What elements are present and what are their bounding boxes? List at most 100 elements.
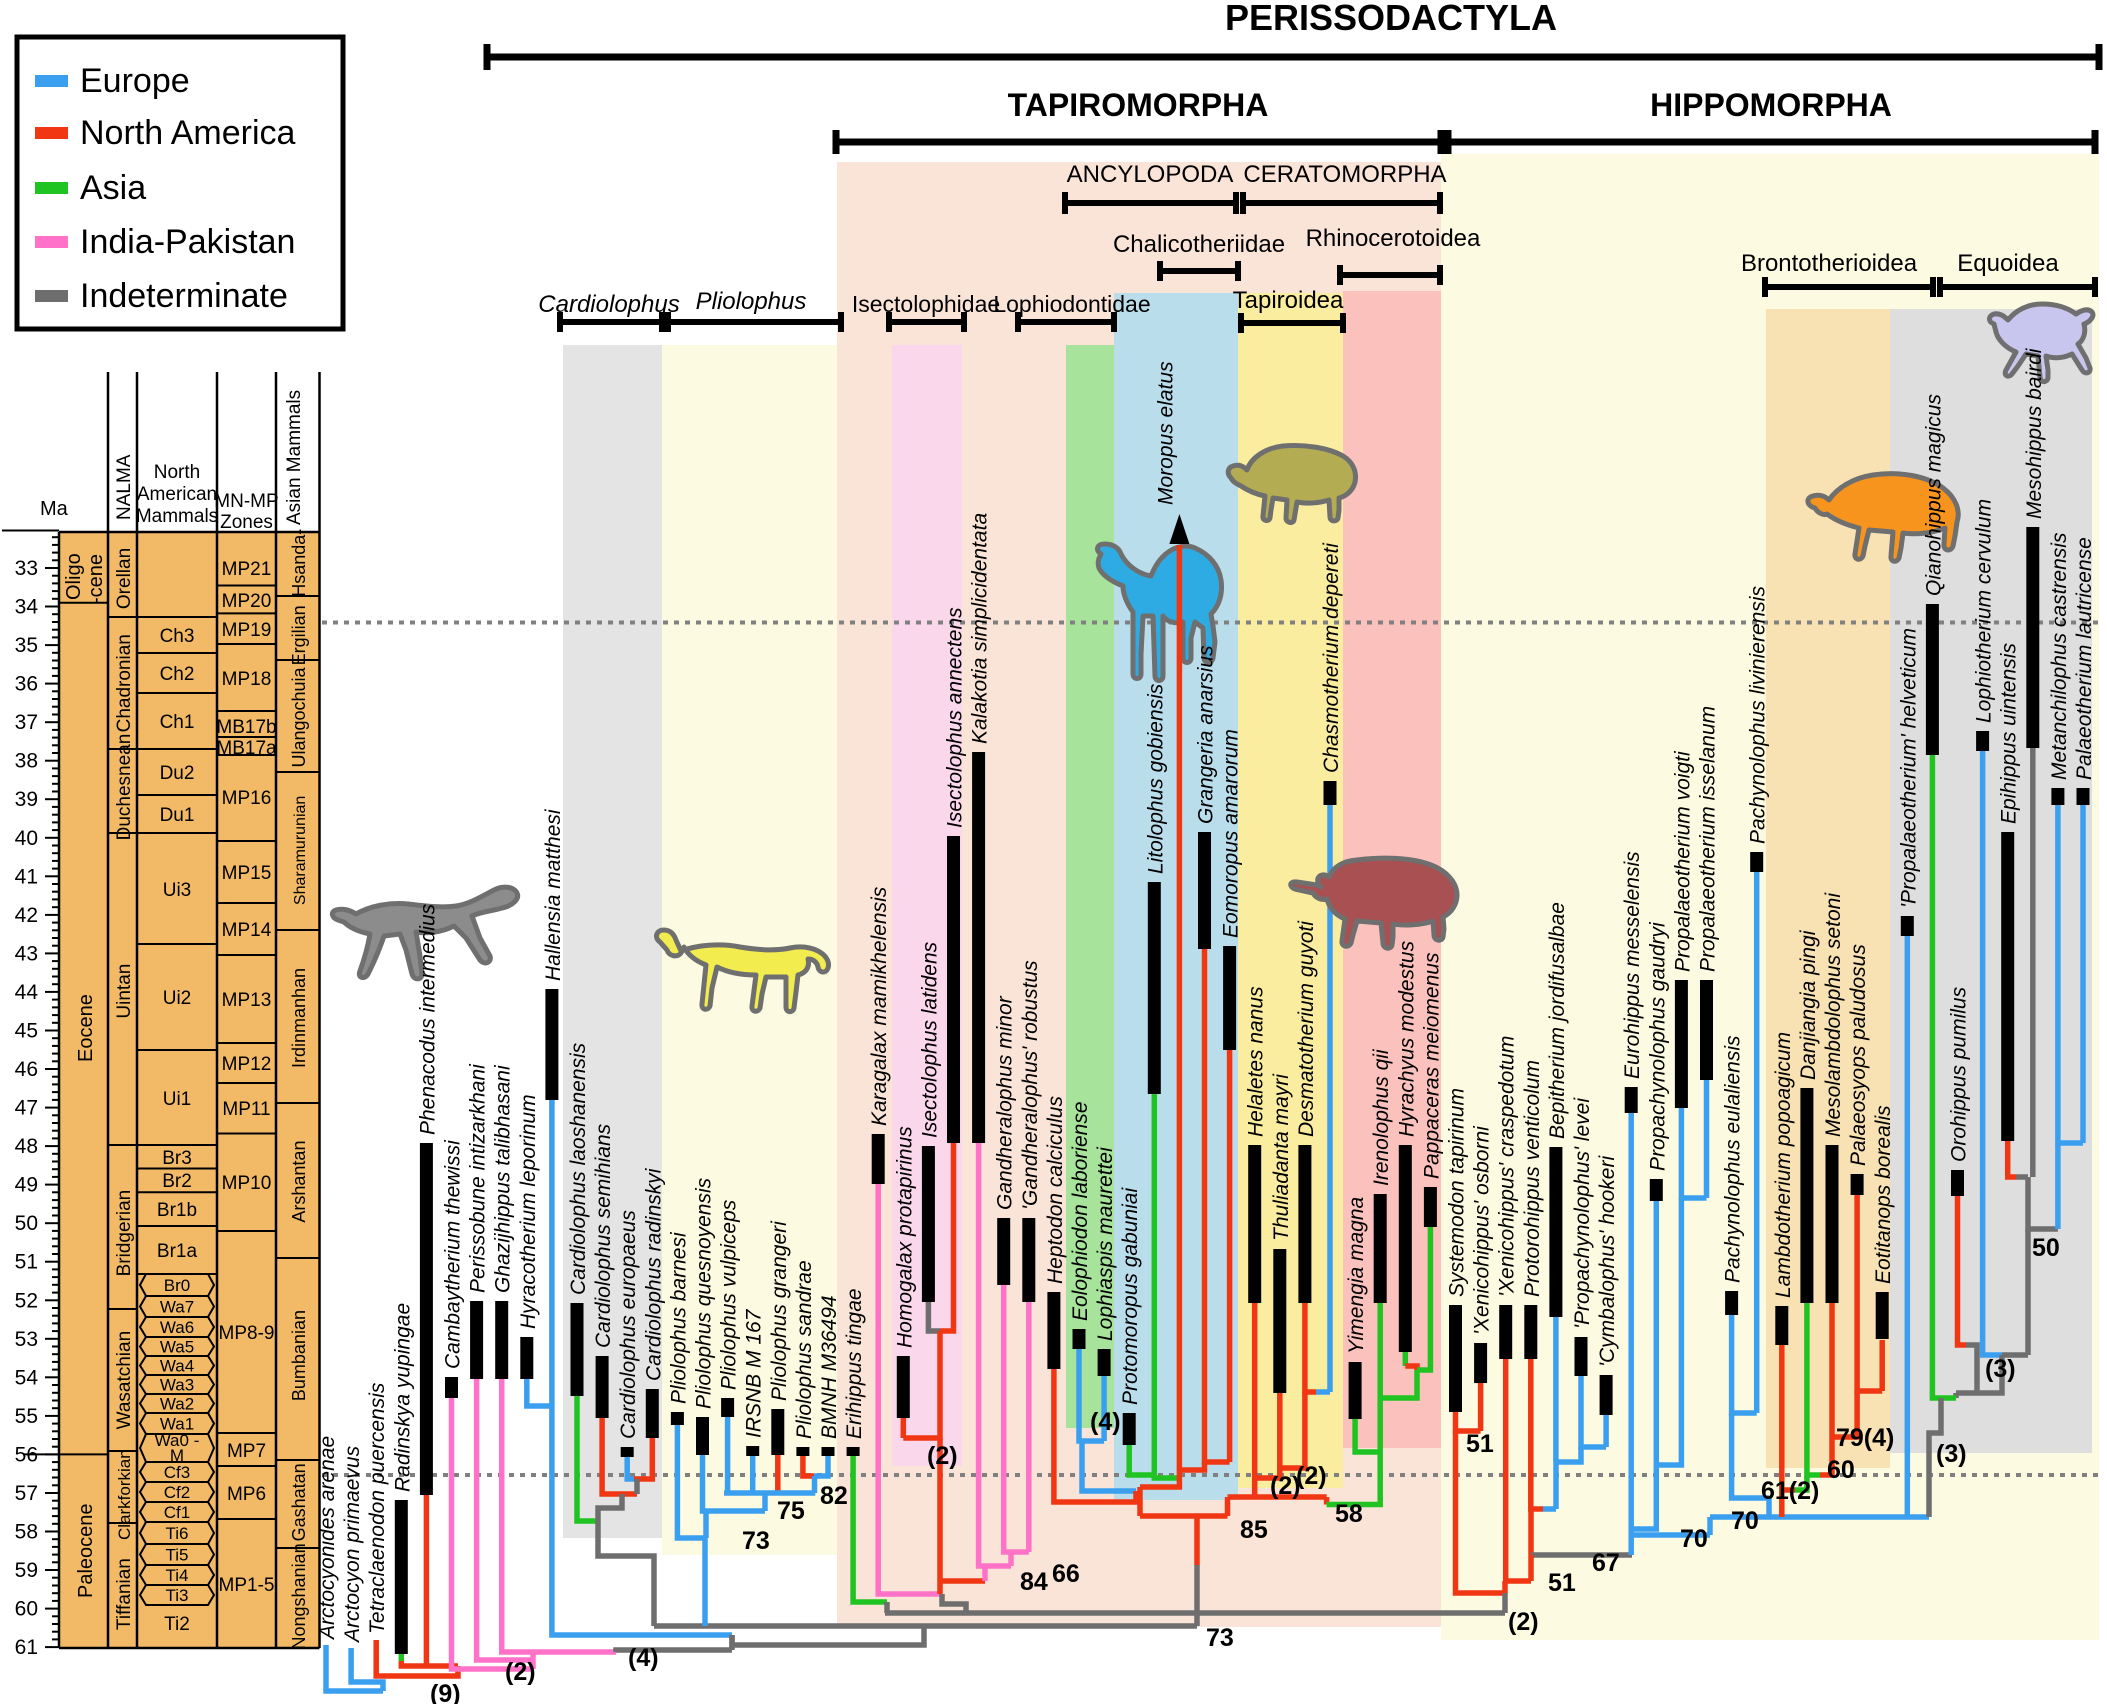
svg-text:Grangeria anarsius: Grangeria anarsius (1195, 645, 1218, 824)
svg-text:66: 66 (1052, 1560, 1080, 1588)
svg-text:60: 60 (1827, 1456, 1855, 1484)
svg-text:37: 37 (15, 711, 38, 734)
svg-text:40: 40 (15, 827, 38, 850)
svg-text:Isectolophus annectens: Isectolophus annectens (944, 607, 967, 828)
svg-text:'Cymbalophus' hookeri: 'Cymbalophus' hookeri (1596, 1155, 1619, 1367)
svg-text:MP15: MP15 (222, 863, 272, 884)
svg-text:MP14: MP14 (222, 920, 272, 941)
svg-text:Asia: Asia (80, 169, 146, 207)
svg-text:Pappaceras meiomenus: Pappaceras meiomenus (1420, 952, 1443, 1179)
svg-text:MP20: MP20 (222, 591, 272, 612)
svg-text:'Gandheralophus' robustus: 'Gandheralophus' robustus (1019, 960, 1042, 1210)
svg-text:Ui3: Ui3 (163, 880, 192, 901)
svg-text:Karagalax mamikhelensis: Karagalax mamikhelensis (868, 886, 891, 1126)
svg-text:Ti4: Ti4 (166, 1566, 189, 1585)
svg-text:MP19: MP19 (222, 620, 272, 641)
svg-text:Wa6: Wa6 (160, 1318, 194, 1337)
svg-text:North America: North America (80, 114, 295, 152)
svg-text:Eotitanops borealis: Eotitanops borealis (1872, 1105, 1895, 1284)
svg-text:Hyrachyus modestus: Hyrachyus modestus (1395, 940, 1418, 1137)
svg-text:(4): (4) (1090, 1408, 1121, 1436)
svg-text:Bumbanian: Bumbanian (289, 1310, 309, 1401)
svg-text:(2): (2) (1270, 1472, 1301, 1500)
svg-text:MP1-5: MP1-5 (219, 1575, 275, 1596)
svg-text:44: 44 (15, 981, 39, 1004)
svg-text:Arctocyonides arenae: Arctocyonides arenae (316, 1436, 339, 1641)
svg-text:'Xenicohippus' craspedotum: 'Xenicohippus' craspedotum (1496, 1036, 1519, 1297)
svg-text:Radinskya yupingae: Radinskya yupingae (391, 1303, 414, 1492)
svg-text:Chadronian: Chadronian (114, 634, 135, 732)
svg-text:Du1: Du1 (160, 805, 195, 826)
svg-text:34: 34 (15, 596, 39, 619)
svg-text:Hallensia matthesi: Hallensia matthesi (542, 808, 565, 981)
svg-text:IRSNB M 167: IRSNB M 167 (743, 1308, 766, 1438)
svg-text:Phenacodus intermedius: Phenacodus intermedius (416, 903, 439, 1135)
svg-text:49: 49 (15, 1174, 38, 1197)
svg-text:43: 43 (15, 942, 38, 965)
svg-text:Eolophiodon laboriense: Eolophiodon laboriense (1069, 1101, 1092, 1321)
svg-text:Thuliadanta mayri: Thuliadanta mayri (1270, 1073, 1293, 1241)
svg-text:Eurohippus messelensis: Eurohippus messelensis (1621, 851, 1644, 1079)
svg-text:(2): (2) (927, 1442, 958, 1470)
svg-text:Tiffanian: Tiffanian (114, 1558, 135, 1630)
svg-text:'Propachynolophus' levei: 'Propachynolophus' levei (1571, 1097, 1594, 1329)
svg-text:India-Pakistan: India-Pakistan (80, 223, 295, 261)
svg-text:ANCYLOPODA: ANCYLOPODA (1067, 161, 1234, 188)
svg-text:Ch2: Ch2 (160, 664, 195, 685)
svg-text:Lambdotherium popoagicum: Lambdotherium popoagicum (1772, 1032, 1795, 1298)
svg-text:60: 60 (15, 1598, 38, 1621)
svg-text:Br3: Br3 (162, 1148, 192, 1169)
svg-text:Chasmotherium depereti: Chasmotherium depereti (1320, 542, 1343, 773)
svg-text:MP21: MP21 (222, 559, 272, 580)
svg-text:Orellan: Orellan (114, 548, 135, 609)
svg-text:Mammals: Mammals (136, 506, 218, 527)
svg-text:(3): (3) (1936, 1440, 1967, 1468)
svg-text:Cf1: Cf1 (164, 1503, 190, 1522)
svg-text:Propalaeotherium isselanum: Propalaeotherium isselanum (1697, 706, 1720, 972)
svg-text:85: 85 (1240, 1516, 1268, 1544)
svg-text:61(2): 61(2) (1761, 1477, 1819, 1505)
svg-text:57: 57 (15, 1482, 38, 1505)
svg-text:Wa2: Wa2 (160, 1395, 194, 1414)
svg-text:Pachynolophus eulaliensis: Pachynolophus eulaliensis (1722, 1035, 1745, 1283)
svg-text:53: 53 (15, 1328, 38, 1351)
svg-text:58: 58 (1335, 1500, 1363, 1528)
svg-text:Helaletes nanus: Helaletes nanus (1245, 986, 1268, 1137)
svg-text:Gandheralophus minor: Gandheralophus minor (994, 995, 1017, 1210)
svg-text:39: 39 (15, 788, 38, 811)
svg-text:Kalakotia simplicidentata: Kalakotia simplicidentata (969, 513, 992, 744)
svg-text:Pachynolophus livinierensis: Pachynolophus livinierensis (1747, 586, 1770, 844)
svg-text:Ti6: Ti6 (166, 1524, 189, 1543)
svg-text:Du2: Du2 (160, 763, 195, 784)
svg-text:Mesolambdolophus setoni: Mesolambdolophus setoni (1822, 892, 1845, 1137)
svg-text:Indeterminate: Indeterminate (80, 277, 288, 315)
svg-text:CERATOMORPHA: CERATOMORPHA (1243, 161, 1446, 188)
svg-text:Oligo: Oligo (63, 553, 85, 600)
svg-text:Ui1: Ui1 (163, 1089, 192, 1110)
svg-text:Eocene: Eocene (75, 994, 97, 1062)
svg-text:Pliolophus: Pliolophus (696, 288, 807, 315)
svg-text:PERISSODACTYLA: PERISSODACTYLA (1225, 0, 1557, 38)
svg-text:Desmatotherium guyoti: Desmatotherium guyoti (1295, 920, 1318, 1137)
svg-text:Wa1: Wa1 (160, 1415, 194, 1434)
svg-text:Perissobune intizarkhani: Perissobune intizarkhani (467, 1063, 490, 1293)
svg-text:33: 33 (15, 557, 38, 580)
svg-text:-cene: -cene (85, 554, 107, 604)
svg-text:Protomoropus gabuniai: Protomoropus gabuniai (1119, 1187, 1142, 1405)
svg-text:Ti5: Ti5 (166, 1546, 189, 1565)
svg-text:70: 70 (1680, 1525, 1708, 1553)
svg-text:Propalaeotherium voigti: Propalaeotherium voigti (1671, 750, 1694, 972)
svg-text:Qianohippus magicus: Qianohippus magicus (1922, 394, 1945, 596)
svg-text:Irenolophus qii: Irenolophus qii (1370, 1048, 1393, 1186)
svg-text:Zones: Zones (220, 512, 273, 533)
svg-text:Epihippus uintensis: Epihippus uintensis (1998, 643, 2021, 824)
svg-text:Ghazijhippus talibhasani: Ghazijhippus talibhasani (492, 1064, 515, 1293)
svg-text:Clarkforkian: Clarkforkian (115, 1449, 134, 1540)
svg-text:Brontotherioidea: Brontotherioidea (1741, 250, 1918, 277)
svg-text:Cf2: Cf2 (164, 1483, 190, 1502)
svg-text:MN-MP: MN-MP (214, 491, 278, 512)
svg-text:84: 84 (1020, 1568, 1048, 1596)
svg-text:MP12: MP12 (222, 1054, 272, 1075)
svg-text:Sharamurunian: Sharamurunian (292, 796, 309, 905)
svg-text:61: 61 (15, 1636, 38, 1659)
